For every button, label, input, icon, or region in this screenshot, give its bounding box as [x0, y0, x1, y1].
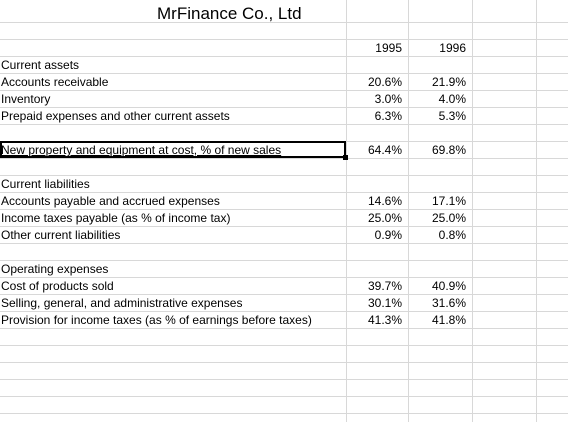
cell-1996-provision-income-taxes[interactable]: 41.8%: [431, 313, 466, 327]
row-label-new-property[interactable]: New property and equipment at cost, % of…: [1, 143, 282, 157]
cell-1995-income-taxes-payable[interactable]: 25.0%: [367, 211, 402, 225]
year-header-1996[interactable]: 1996: [439, 41, 466, 55]
row-label-income-taxes-payable[interactable]: Income taxes payable (as % of income tax…: [1, 211, 231, 225]
cell-1995-new-property[interactable]: 64.4%: [367, 143, 402, 157]
cell-1996-selling-general-admin[interactable]: 31.6%: [431, 296, 466, 310]
year-header-1995[interactable]: 1995: [375, 41, 402, 55]
section-heading-current-liabilities[interactable]: Current liabilities: [1, 177, 90, 191]
row-label-inventory[interactable]: Inventory: [1, 92, 51, 106]
row-label-other-current-liabilities[interactable]: Other current liabilities: [1, 228, 121, 242]
section-heading-current-assets[interactable]: Current assets: [1, 58, 80, 72]
cell-1996-accounts-payable[interactable]: 17.1%: [431, 194, 466, 208]
row-label-selling-general-admin[interactable]: Selling, general, and administrative exp…: [1, 296, 243, 310]
row-label-accounts-receivable[interactable]: Accounts receivable: [1, 75, 109, 89]
cell-1996-prepaid-expenses[interactable]: 5.3%: [438, 109, 466, 123]
selected-cell-border: [0, 141, 346, 158]
cell-1995-inventory[interactable]: 3.0%: [374, 92, 402, 106]
cell-1995-prepaid-expenses[interactable]: 6.3%: [374, 109, 402, 123]
cell-1996-new-property[interactable]: 69.8%: [431, 143, 466, 157]
row-label-cost-of-products-sold[interactable]: Cost of products sold: [1, 279, 114, 293]
cell-1995-cost-of-products-sold[interactable]: 39.7%: [367, 279, 402, 293]
cell-1996-cost-of-products-sold[interactable]: 40.9%: [431, 279, 466, 293]
cell-1995-accounts-receivable[interactable]: 20.6%: [367, 75, 402, 89]
cell-1996-inventory[interactable]: 4.0%: [438, 92, 466, 106]
cell-1995-other-current-liabilities[interactable]: 0.9%: [374, 228, 402, 242]
section-heading-operating-expenses[interactable]: Operating expenses: [1, 262, 109, 276]
cell-1995-provision-income-taxes[interactable]: 41.3%: [367, 313, 402, 327]
cell-1995-accounts-payable[interactable]: 14.6%: [367, 194, 402, 208]
row-label-provision-income-taxes[interactable]: Provision for income taxes (as % of earn…: [1, 313, 312, 327]
sheet-title[interactable]: MrFinance Co., Ltd: [157, 4, 302, 23]
cell-1996-accounts-receivable[interactable]: 21.9%: [431, 75, 466, 89]
fill-handle[interactable]: [343, 155, 348, 160]
row-label-prepaid-expenses[interactable]: Prepaid expenses and other current asset…: [1, 109, 230, 123]
row-label-accounts-payable[interactable]: Accounts payable and accrued expenses: [1, 194, 220, 208]
cell-1995-selling-general-admin[interactable]: 30.1%: [367, 296, 402, 310]
cell-1996-income-taxes-payable[interactable]: 25.0%: [431, 211, 466, 225]
cell-1996-other-current-liabilities[interactable]: 0.8%: [438, 228, 466, 242]
